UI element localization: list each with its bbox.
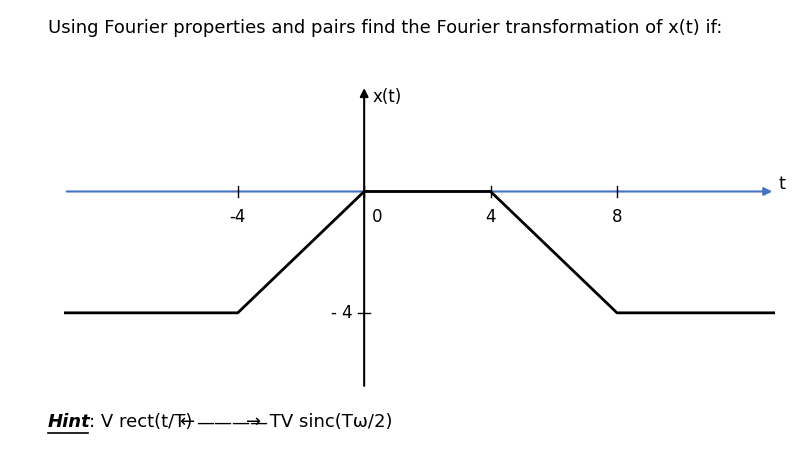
Text: →: → [246, 413, 261, 431]
Text: x(t): x(t) [372, 88, 401, 106]
Text: TV sinc(Tω/2): TV sinc(Tω/2) [264, 413, 392, 431]
Text: ————: ———— [197, 413, 268, 431]
Text: 8: 8 [612, 208, 622, 226]
Text: 0: 0 [372, 208, 382, 226]
Text: Using Fourier properties and pairs find the Fourier transformation of x(t) if:: Using Fourier properties and pairs find … [48, 19, 722, 37]
Text: -4: -4 [229, 208, 246, 226]
Text: - 4: - 4 [332, 304, 353, 322]
Text: Hint: Hint [48, 413, 91, 431]
Text: ←: ← [179, 413, 194, 431]
Text: 4: 4 [485, 208, 496, 226]
Text: t: t [778, 175, 785, 193]
Text: : V rect(t/T): : V rect(t/T) [89, 413, 193, 431]
